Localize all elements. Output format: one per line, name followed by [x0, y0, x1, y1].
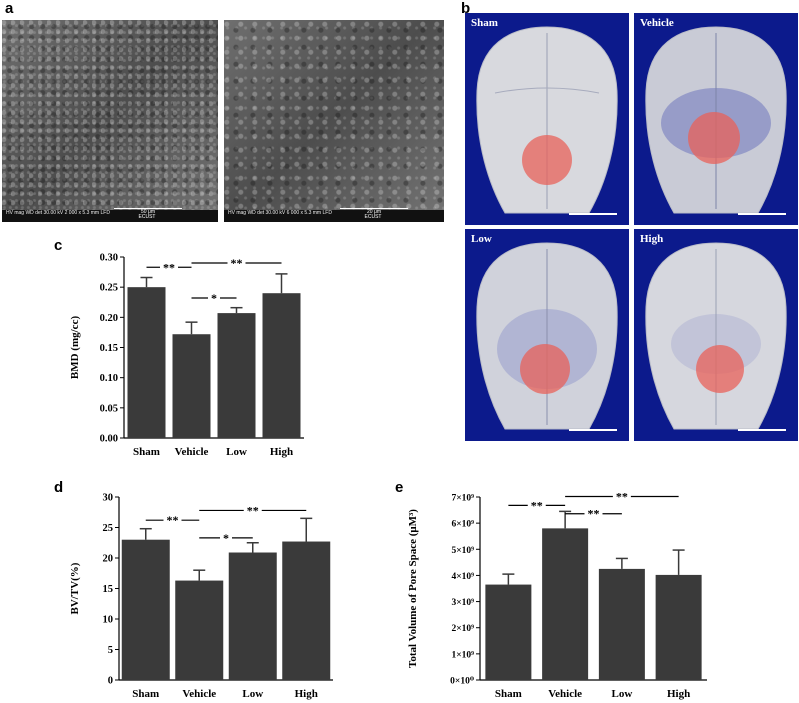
x-tick-label: Sham — [132, 688, 159, 700]
x-tick-label: Low — [226, 446, 247, 458]
sem-footer: ECUST — [138, 214, 156, 220]
x-tick-label: Vehicle — [175, 446, 209, 458]
x-tick-label: Vehicle — [182, 688, 216, 700]
significance-label: ** — [247, 503, 259, 517]
bar — [542, 528, 589, 680]
scale-bar — [738, 213, 786, 215]
x-tick-label: Low — [611, 688, 632, 700]
y-tick-label: 0.20 — [100, 313, 118, 324]
pore-volume-bar-chart: 0×10⁰ 1×10⁹ 2×10⁹ 3×10⁹ 4×10⁹ 5×10⁹ 6×10⁹ 7×10⁹… — [407, 489, 707, 700]
panel-label-b: b — [461, 0, 471, 17]
bar — [598, 568, 645, 680]
y-axis-label: BMD (mg/cc) — [69, 316, 81, 380]
x-tick-label: Sham — [133, 446, 160, 458]
y-tick-label: 0.15 — [100, 343, 118, 354]
y-tick-label: 15 — [103, 584, 114, 595]
y-axis-label: BV/TV(%) — [69, 562, 81, 614]
y-tick-label: 20 — [103, 554, 114, 565]
x-tick-label: High — [295, 688, 318, 700]
bar — [228, 552, 277, 680]
sem-info-bar: HV mag WD det 30.00 kV 2 000 x 5.3 mm LF… — [2, 210, 218, 222]
x-tick-label: Vehicle — [548, 688, 582, 700]
skull-image-high: High — [634, 229, 798, 441]
panel-label-c: c — [54, 237, 63, 254]
significance-label: * — [223, 531, 229, 545]
skull-image-sham: Sham — [465, 13, 629, 225]
sem-scale-bar: 50 μm — [114, 208, 182, 217]
y-tick-label: 10 — [103, 615, 114, 626]
sem-info-text: HV mag WD det 30.00 kV 2 000 x 5.3 mm LF… — [6, 210, 110, 216]
scale-bar — [569, 213, 617, 215]
sem-info-bar: HV mag WD det 30.00 kV 6 000 x 5.3 mm LF… — [224, 210, 444, 222]
x-tick-label: Low — [242, 688, 263, 700]
significance-label: ** — [231, 256, 243, 270]
bar — [175, 580, 224, 680]
y-tick-label: 25 — [103, 523, 114, 534]
significance-label: ** — [167, 513, 179, 527]
sem-image-6000x: HV mag WD det 30.00 kV 6 000 x 5.3 mm LF… — [224, 20, 444, 222]
skull-image-low: Low — [465, 229, 629, 441]
significance-label: ** — [531, 498, 543, 512]
skull-label: Vehicle — [640, 17, 674, 29]
y-tick-label: 0×10⁰ — [450, 677, 474, 687]
y-tick-label: 0.00 — [100, 434, 118, 445]
y-tick-label: 0.25 — [100, 283, 118, 294]
bar — [485, 584, 532, 680]
bar — [217, 313, 256, 438]
y-tick-label: 7×10⁹ — [451, 494, 474, 504]
bar — [121, 539, 170, 680]
y-tick-label: 5 — [108, 645, 113, 656]
bar — [172, 334, 211, 438]
y-tick-label: 0.10 — [100, 373, 118, 384]
y-axis-label: Total Volume of Pore Space (μM³) — [407, 509, 419, 668]
significance-label: ** — [163, 260, 175, 274]
significance-label: * — [211, 291, 217, 305]
sem-footer: ECUST — [364, 214, 382, 220]
bar — [282, 541, 331, 680]
y-tick-label: 30 — [103, 493, 114, 504]
skull-illustration — [476, 242, 618, 430]
skull-label: Low — [471, 233, 492, 245]
significance-label: ** — [616, 489, 628, 503]
skull-illustration — [476, 26, 618, 214]
panel-label-a: a — [5, 0, 14, 17]
y-tick-label: 2×10⁹ — [451, 624, 474, 634]
bar — [262, 293, 301, 438]
sem-scale-bar: 20 μm — [340, 208, 408, 217]
bmd-bar-chart: 0.00 0.05 0.10 0.15 0.20 0.25 0.30 BMD (mg/cc) S… — [69, 253, 304, 458]
y-tick-label: 5×10⁹ — [451, 546, 474, 556]
y-tick-label: 0 — [108, 676, 113, 687]
panel-label-e: e — [395, 479, 404, 496]
skull-illustration — [645, 26, 787, 214]
skull-label: High — [640, 233, 664, 245]
skull-illustration — [645, 242, 787, 430]
y-tick-label: 1×10⁹ — [451, 650, 474, 660]
x-tick-label: High — [667, 688, 690, 700]
skull-image-vehicle: Vehicle — [634, 13, 798, 225]
scale-bar — [738, 429, 786, 431]
x-tick-label: Sham — [495, 688, 522, 700]
bar — [655, 574, 702, 680]
sem-info-text: HV mag WD det 30.00 kV 6 000 x 5.3 mm LF… — [228, 210, 332, 216]
scale-bar — [569, 429, 617, 431]
y-tick-label: 0.30 — [100, 253, 118, 264]
x-tick-label: High — [270, 446, 293, 458]
y-tick-label: 3×10⁹ — [451, 598, 474, 608]
significance-label: ** — [588, 507, 600, 521]
y-tick-label: 4×10⁹ — [451, 572, 474, 582]
skull-label: Sham — [471, 17, 498, 29]
y-tick-label: 6×10⁹ — [451, 520, 474, 530]
bar — [127, 287, 166, 438]
sem-image-2000x: HV mag WD det 30.00 kV 2 000 x 5.3 mm LF… — [2, 20, 218, 222]
y-tick-label: 0.05 — [100, 403, 118, 414]
panel-label-d: d — [54, 479, 64, 496]
